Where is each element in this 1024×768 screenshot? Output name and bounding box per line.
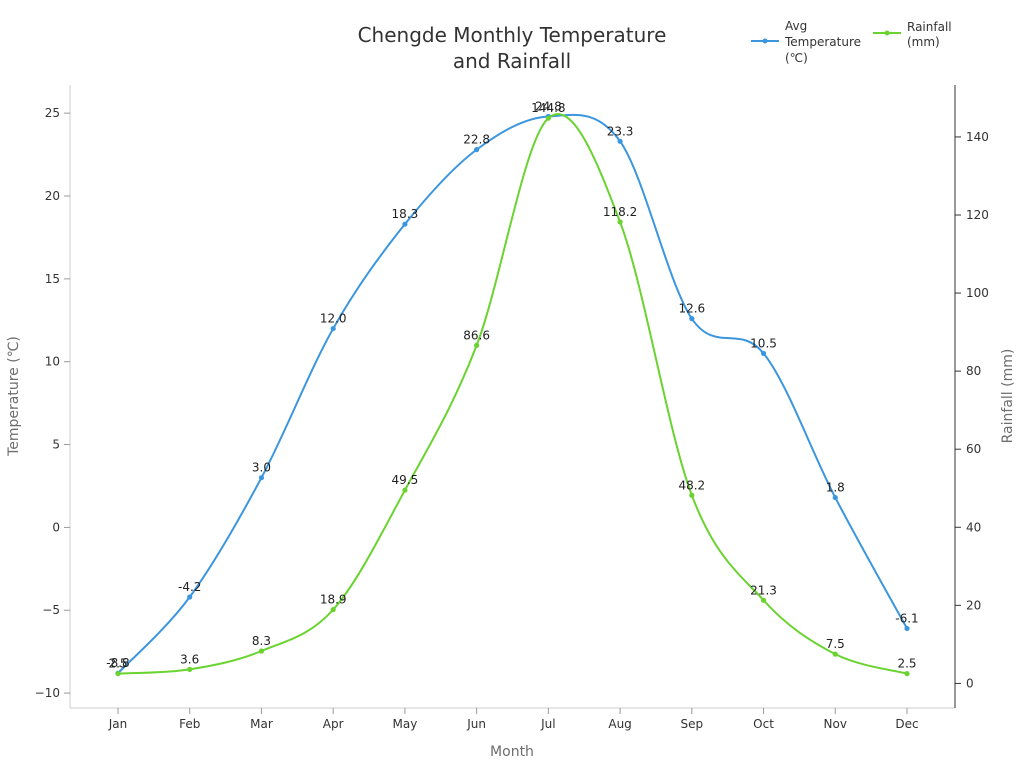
legend-label-temperature-1: Avg <box>785 19 807 33</box>
y-right-tick-label: 60 <box>966 442 981 456</box>
data-point-rainfall <box>474 342 480 348</box>
data-label-temperature: 12.0 <box>320 312 347 326</box>
x-tick-label: Jan <box>108 717 128 731</box>
x-tick-label: Jun <box>466 717 486 731</box>
data-point-rainfall <box>115 671 121 677</box>
data-label-rainfall: 2.5 <box>897 657 916 671</box>
data-label-temperature: -4.2 <box>178 580 201 594</box>
data-point-temperature <box>832 494 838 501</box>
x-tick-label: Aug <box>608 717 631 731</box>
x-tick-label: Oct <box>753 717 774 731</box>
data-label-temperature: 10.5 <box>750 336 777 350</box>
y-right-tick-label: 40 <box>966 520 981 534</box>
data-label-temperature: -6.1 <box>895 611 918 625</box>
legend-label-temperature-2: Temperature <box>784 35 861 49</box>
y-left-tick-label: 10 <box>45 355 60 369</box>
series-line-temperature <box>117 113 908 674</box>
data-label-temperature: 1.8 <box>826 481 845 495</box>
data-label-temperature: 24.8 <box>535 99 562 113</box>
series-layer: -8.8 -4.2 3.0 12.0 18.3 22.8 24.8 23.3 12.6 10.5 1… <box>106 99 919 677</box>
data-label-rainfall: 21.3 <box>750 583 777 597</box>
data-label-temperature: 18.3 <box>392 207 419 221</box>
y-left-tick-label: −5 <box>42 603 60 617</box>
legend-marker-rainfall <box>884 30 890 36</box>
x-tick-label: Apr <box>323 717 344 731</box>
y-right-tick-label: 100 <box>966 286 989 300</box>
data-point-temperature <box>904 625 910 632</box>
data-label-rainfall: 144.8 <box>531 101 565 115</box>
y-right-tick-label: 20 <box>966 598 981 612</box>
data-point-temperature <box>617 138 623 144</box>
y-left-tick-label: 5 <box>52 438 60 452</box>
series-temperature: -8.8 -4.2 3.0 12.0 18.3 22.8 24.8 23.3 12.6 10.5 1… <box>106 99 919 676</box>
y-right-tick-label: 0 <box>966 676 974 690</box>
y-left-tick-label: −10 <box>35 686 60 700</box>
data-label-rainfall: 48.2 <box>678 478 705 492</box>
x-tick-label: Nov <box>824 717 847 731</box>
y-axis-left-title: Temperature (℃) <box>6 336 22 457</box>
data-point-rainfall <box>545 115 551 121</box>
legend-label-temperature-3: (℃) <box>785 51 808 65</box>
data-label-temperature: -8.8 <box>106 656 129 670</box>
x-tick-label: Feb <box>179 717 200 731</box>
y-left-tick-label: 25 <box>45 106 60 120</box>
data-label-rainfall: 2.5 <box>108 657 127 671</box>
data-point-rainfall <box>402 487 408 493</box>
data-point-rainfall <box>760 597 767 603</box>
data-label-temperature: 22.8 <box>463 133 490 147</box>
data-point-rainfall <box>258 648 265 654</box>
data-label-temperature: 3.0 <box>252 461 271 475</box>
series-line-rainfall <box>117 113 908 675</box>
legend-item-rainfall: Rainfall (mm) <box>873 20 952 49</box>
data-point-temperature <box>330 325 336 332</box>
y-axis-right-ticks: 0 20 40 60 80 100 120 140 <box>955 130 989 690</box>
y-left-tick-label: 0 <box>52 520 60 534</box>
data-label-temperature: 12.6 <box>678 302 705 316</box>
chart-title-line-2: and Rainfall <box>453 49 571 73</box>
data-point-rainfall <box>187 666 193 672</box>
y-right-tick-label: 140 <box>966 130 989 144</box>
data-point-temperature <box>760 350 767 357</box>
legend-item-temperature: Avg Temperature (℃) <box>751 19 861 65</box>
y-axis-right-title: Rainfall (mm) <box>1000 349 1016 444</box>
x-tick-label: Dec <box>895 717 918 731</box>
x-axis-title: Month <box>490 744 534 760</box>
y-right-tick-label: 120 <box>966 208 989 222</box>
legend: Avg Temperature (℃) Rainfall (mm) <box>751 19 952 65</box>
data-label-rainfall: 18.9 <box>320 593 347 607</box>
x-tick-label: Sep <box>681 717 704 731</box>
x-tick-label: Jul <box>540 717 555 731</box>
y-left-tick-label: 15 <box>45 272 60 286</box>
y-left-tick-label: 20 <box>45 189 60 203</box>
y-right-tick-label: 80 <box>966 364 981 378</box>
data-label-rainfall: 8.3 <box>252 634 271 648</box>
x-tick-label: Mar <box>250 717 273 731</box>
data-point-temperature <box>402 221 408 227</box>
data-point-temperature <box>187 594 193 600</box>
data-point-temperature <box>474 147 480 153</box>
data-point-rainfall <box>832 651 838 657</box>
legend-label-rainfall-2: (mm) <box>907 35 940 49</box>
data-point-rainfall <box>330 607 336 613</box>
data-label-rainfall: 7.5 <box>826 637 845 651</box>
data-label-rainfall: 49.5 <box>392 473 419 487</box>
data-point-temperature <box>689 316 695 322</box>
data-point-rainfall <box>689 492 695 498</box>
data-label-rainfall: 3.6 <box>180 652 199 666</box>
data-label-temperature: 23.3 <box>607 124 634 138</box>
legend-marker-temperature <box>762 38 768 44</box>
data-label-rainfall: 86.6 <box>463 328 490 342</box>
data-point-rainfall <box>904 671 910 677</box>
data-point-temperature <box>258 475 265 481</box>
legend-label-rainfall-1: Rainfall <box>907 20 952 34</box>
x-axis-ticks: Jan Feb Mar Apr May Jun Jul Aug Sep Oct Nov Dec <box>108 708 919 731</box>
chart-title-line-1: Chengde Monthly Temperature <box>358 23 667 47</box>
y-axis-left-ticks: −10 −5 0 5 10 15 20 25 <box>35 106 70 700</box>
data-label-rainfall: 118.2 <box>603 205 637 219</box>
series-rainfall: 2.5 3.6 8.3 18.9 49.5 86.6 144.8 118.2 48.2 21.3 7… <box>108 101 917 677</box>
data-point-rainfall <box>617 219 623 225</box>
x-tick-label: May <box>393 717 418 731</box>
